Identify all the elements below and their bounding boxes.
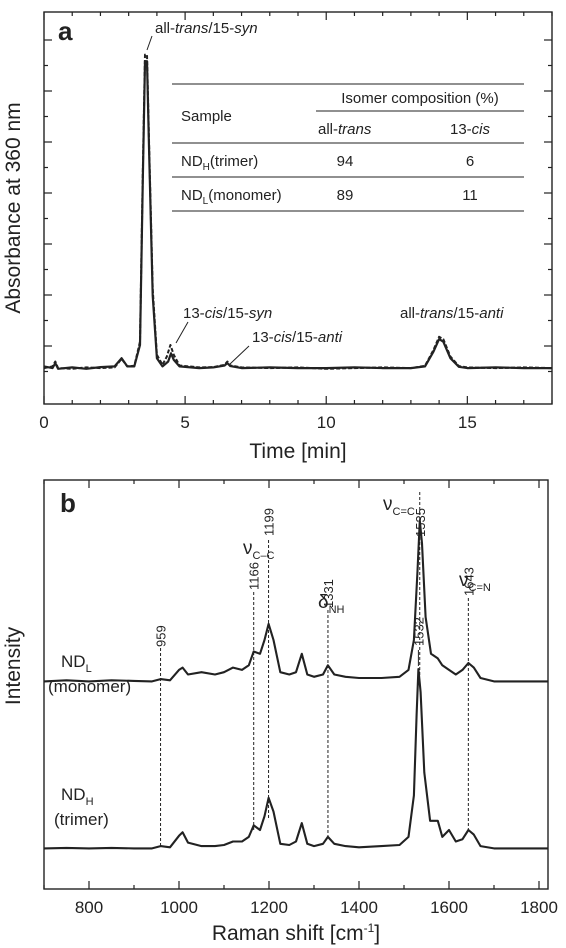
panel-b-ticks <box>43 480 540 889</box>
panel-a-letter: a <box>58 16 73 46</box>
panel-b-x-axis-label: Raman shift [cm-1] <box>212 921 380 945</box>
spectrum-trimer <box>43 667 548 850</box>
annotation-13-cis-15-syn: 13-cis/15-syn <box>183 305 272 322</box>
peak-label-1643: 1643 <box>461 567 476 596</box>
panel-b-x-tick-label: 1400 <box>340 898 378 917</box>
panel-b-x-tick-label: 800 <box>75 898 103 917</box>
peak-label-1532: 1532 <box>411 617 426 646</box>
panel-b-y-axis-label: Intensity <box>2 626 25 705</box>
panel-a-x-tick-label: 0 <box>39 413 48 432</box>
panel-a-ticks <box>43 12 553 404</box>
isomer-composition-table: Sample Isomer composition (%) all-trans … <box>172 83 524 212</box>
panel-a-x-tick-labels: 0 5 10 15 <box>39 413 477 432</box>
panel-a-x-tick-label: 10 <box>317 413 336 432</box>
mode-label-c-n-double-stretch: νC=N <box>459 570 491 594</box>
chromatogram-trace-dashed <box>43 53 553 370</box>
spectrum-label-trimer: NDH (trimer) <box>54 785 109 829</box>
annotation-all-trans-15-syn-leader <box>146 35 153 51</box>
panel-a-x-tick-label: 5 <box>180 413 189 432</box>
mode-label-c-c-double-stretch: νC=C <box>383 494 415 518</box>
mode-label-nh-bend: δNH <box>318 592 345 616</box>
peak-label-1331: 1331 <box>321 579 336 608</box>
mode-label-c-c-stretch: νC–C <box>243 538 275 562</box>
panel-b-x-tick-label: 1600 <box>430 898 468 917</box>
table-header-sample: Sample <box>181 108 232 125</box>
panel-b-peak-guides <box>160 492 469 848</box>
panel-a-x-axis-label: Time [min] <box>249 440 346 463</box>
panel-a: a 0 5 10 15 Time [min] Absorbance at 360 nm… <box>2 11 553 463</box>
panel-b: b 800 1000 1200 1400 1600 1800 959 1166 1199 133… <box>2 479 558 945</box>
annotation-all-trans-15-anti: all-trans/15-anti <box>400 305 504 322</box>
panel-b-x-tick-label: 1000 <box>160 898 198 917</box>
panel-a-x-tick-label: 15 <box>458 413 477 432</box>
table-header-isomer-composition: Isomer composition (%) <box>341 90 499 107</box>
peak-label-959: 959 <box>154 625 169 647</box>
panel-b-letter: b <box>60 488 76 518</box>
peak-label-1199: 1199 <box>262 508 277 536</box>
panel-b-x-tick-label: 1200 <box>250 898 288 917</box>
annotation-13-cis-15-anti-leader <box>229 345 250 365</box>
peak-label-1166: 1166 <box>247 562 262 590</box>
table-row-2-13-cis: 11 <box>462 187 478 204</box>
table-header-13-cis: 13-cis <box>450 121 491 138</box>
panel-a-traces <box>43 53 553 370</box>
peak-label-1535: 1535 <box>413 508 428 537</box>
table-row-1-sample: NDH(trimer) <box>181 153 258 173</box>
table-row-1-13-cis: 6 <box>466 153 474 170</box>
panel-a-y-axis-label: Absorbance at 360 nm <box>2 102 25 313</box>
table-row-2-all-trans: 89 <box>337 187 354 204</box>
annotation-all-trans-15-syn: all-trans/15-syn <box>155 20 258 37</box>
panel-b-frame <box>43 479 549 890</box>
table-header-all-trans: all-trans <box>318 121 372 138</box>
annotation-13-cis-15-anti: 13-cis/15-anti <box>252 329 343 346</box>
panel-b-x-tick-labels: 800 1000 1200 1400 1600 1800 <box>75 898 558 917</box>
panel-b-x-tick-label: 1800 <box>520 898 558 917</box>
annotation-13-cis-15-syn-leader <box>175 321 189 344</box>
spectrum-label-monomer: NDL (monomer) <box>48 652 131 696</box>
panel-b-spectra <box>43 519 548 850</box>
spectrum-monomer <box>43 519 548 683</box>
table-row-1-all-trans: 94 <box>337 153 354 170</box>
chromatogram-trace-solid <box>43 60 552 370</box>
panel-b-peak-labels: 959 1166 1199 1331 1535 1643 1532 <box>154 508 477 647</box>
table-row-2-sample: NDL(monomer) <box>181 187 282 207</box>
